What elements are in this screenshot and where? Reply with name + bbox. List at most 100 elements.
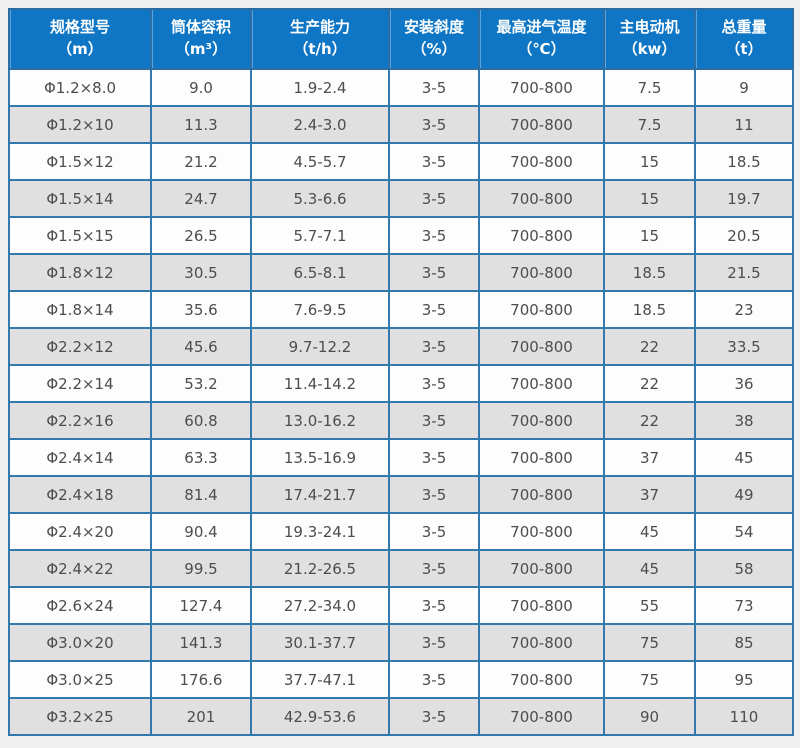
- cell-r7-c3: 3-5: [388, 327, 480, 366]
- cell-r10-c0: Φ2.4×14: [8, 438, 152, 477]
- cell-r13-c1: 99.5: [150, 549, 252, 588]
- table-row: Φ2.4×20 90.4 19.3-24.1 3-5 700-800 45 54: [8, 512, 794, 551]
- column-unit: （℃）: [517, 40, 566, 58]
- cell-r2-c4: 700-800: [478, 142, 605, 181]
- cell-r5-c1: 30.5: [150, 253, 252, 292]
- cell-r13-c3: 3-5: [388, 549, 480, 588]
- table-header: 规格型号 （m） 筒体容积 （m³） 生产能力 （t/h） 安装斜度 （%） 最高进气温度 （℃）…: [8, 8, 794, 70]
- column-unit: （m³）: [174, 40, 228, 58]
- cell-r15-c6: 85: [694, 623, 794, 662]
- cell-r2-c1: 21.2: [150, 142, 252, 181]
- cell-r16-c6: 95: [694, 660, 794, 699]
- cell-r10-c5: 37: [603, 438, 696, 477]
- cell-r5-c4: 700-800: [478, 253, 605, 292]
- cell-r8-c5: 22: [603, 364, 696, 403]
- cell-r6-c1: 35.6: [150, 290, 252, 329]
- cell-r10-c2: 13.5-16.9: [250, 438, 390, 477]
- cell-r4-c5: 15: [603, 216, 696, 255]
- cell-r14-c2: 27.2-34.0: [250, 586, 390, 625]
- cell-r11-c5: 37: [603, 475, 696, 514]
- cell-r16-c0: Φ3.0×25: [8, 660, 152, 699]
- cell-r10-c6: 45: [694, 438, 794, 477]
- cell-r4-c3: 3-5: [388, 216, 480, 255]
- cell-r8-c0: Φ2.2×14: [8, 364, 152, 403]
- cell-r12-c2: 19.3-24.1: [250, 512, 390, 551]
- cell-r9-c5: 22: [603, 401, 696, 440]
- cell-r2-c6: 18.5: [694, 142, 794, 181]
- cell-r3-c5: 15: [603, 179, 696, 218]
- column-title: 安装斜度: [403, 18, 464, 37]
- cell-r11-c6: 49: [694, 475, 794, 514]
- cell-r6-c6: 23: [694, 290, 794, 329]
- cell-r5-c5: 18.5: [603, 253, 696, 292]
- cell-r0-c1: 9.0: [150, 68, 252, 107]
- column-title: 规格型号: [49, 18, 110, 37]
- cell-r6-c5: 18.5: [603, 290, 696, 329]
- cell-r11-c3: 3-5: [388, 475, 480, 514]
- cell-r4-c2: 5.7-7.1: [250, 216, 390, 255]
- cell-r5-c6: 21.5: [694, 253, 794, 292]
- cell-r16-c2: 37.7-47.1: [250, 660, 390, 699]
- column-header-0: 规格型号 （m）: [8, 8, 152, 70]
- column-unit: （t/h）: [293, 40, 347, 58]
- table-row: Φ1.5×15 26.5 5.7-7.1 3-5 700-800 15 20.5: [8, 216, 794, 255]
- cell-r10-c1: 63.3: [150, 438, 252, 477]
- cell-r17-c2: 42.9-53.6: [250, 697, 390, 736]
- cell-r3-c3: 3-5: [388, 179, 480, 218]
- cell-r7-c1: 45.6: [150, 327, 252, 366]
- cell-r8-c4: 700-800: [478, 364, 605, 403]
- cell-r16-c3: 3-5: [388, 660, 480, 699]
- cell-r0-c4: 700-800: [478, 68, 605, 107]
- cell-r12-c6: 54: [694, 512, 794, 551]
- spec-table: 规格型号 （m） 筒体容积 （m³） 生产能力 （t/h） 安装斜度 （%） 最高进气温度 （℃）…: [8, 8, 794, 736]
- cell-r17-c0: Φ3.2×25: [8, 697, 152, 736]
- cell-r2-c3: 3-5: [388, 142, 480, 181]
- cell-r14-c5: 55: [603, 586, 696, 625]
- cell-r2-c5: 15: [603, 142, 696, 181]
- cell-r17-c1: 201: [150, 697, 252, 736]
- cell-r4-c6: 20.5: [694, 216, 794, 255]
- cell-r7-c5: 22: [603, 327, 696, 366]
- column-title: 主电动机: [619, 18, 680, 37]
- table-row: Φ3.0×25 176.6 37.7-47.1 3-5 700-800 75 95: [8, 660, 794, 699]
- cell-r11-c0: Φ2.4×18: [8, 475, 152, 514]
- cell-r14-c4: 700-800: [478, 586, 605, 625]
- cell-r12-c0: Φ2.4×20: [8, 512, 152, 551]
- column-unit: （m）: [57, 40, 103, 58]
- cell-r0-c3: 3-5: [388, 68, 480, 107]
- cell-r1-c5: 7.5: [603, 105, 696, 144]
- table-row: Φ2.4×18 81.4 17.4-21.7 3-5 700-800 37 49: [8, 475, 794, 514]
- column-title: 筒体容积: [170, 18, 231, 37]
- cell-r1-c4: 700-800: [478, 105, 605, 144]
- cell-r0-c6: 9: [694, 68, 794, 107]
- cell-r3-c0: Φ1.5×14: [8, 179, 152, 218]
- table-row: Φ2.2×12 45.6 9.7-12.2 3-5 700-800 22 33.5: [8, 327, 794, 366]
- cell-r15-c0: Φ3.0×20: [8, 623, 152, 662]
- cell-r9-c3: 3-5: [388, 401, 480, 440]
- cell-r12-c1: 90.4: [150, 512, 252, 551]
- cell-r0-c5: 7.5: [603, 68, 696, 107]
- column-title: 最高进气温度: [496, 18, 587, 37]
- cell-r3-c1: 24.7: [150, 179, 252, 218]
- cell-r14-c6: 73: [694, 586, 794, 625]
- cell-r4-c1: 26.5: [150, 216, 252, 255]
- cell-r2-c2: 4.5-5.7: [250, 142, 390, 181]
- cell-r12-c5: 45: [603, 512, 696, 551]
- cell-r14-c1: 127.4: [150, 586, 252, 625]
- cell-r9-c4: 700-800: [478, 401, 605, 440]
- cell-r8-c2: 11.4-14.2: [250, 364, 390, 403]
- table-row: Φ1.5×14 24.7 5.3-6.6 3-5 700-800 15 19.7: [8, 179, 794, 218]
- cell-r1-c6: 11: [694, 105, 794, 144]
- cell-r15-c1: 141.3: [150, 623, 252, 662]
- table-body: Φ1.2×8.0 9.0 1.9-2.4 3-5 700-800 7.5 9 Φ1.2×10 1…: [8, 68, 794, 736]
- cell-r17-c6: 110: [694, 697, 794, 736]
- table-row: Φ2.6×24 127.4 27.2-34.0 3-5 700-800 55 73: [8, 586, 794, 625]
- cell-r15-c5: 75: [603, 623, 696, 662]
- cell-r16-c5: 75: [603, 660, 696, 699]
- column-header-1: 筒体容积 （m³）: [150, 8, 252, 70]
- cell-r9-c6: 38: [694, 401, 794, 440]
- column-title: 生产能力: [289, 18, 350, 37]
- cell-r12-c4: 700-800: [478, 512, 605, 551]
- table-row: Φ3.0×20 141.3 30.1-37.7 3-5 700-800 75 85: [8, 623, 794, 662]
- cell-r3-c6: 19.7: [694, 179, 794, 218]
